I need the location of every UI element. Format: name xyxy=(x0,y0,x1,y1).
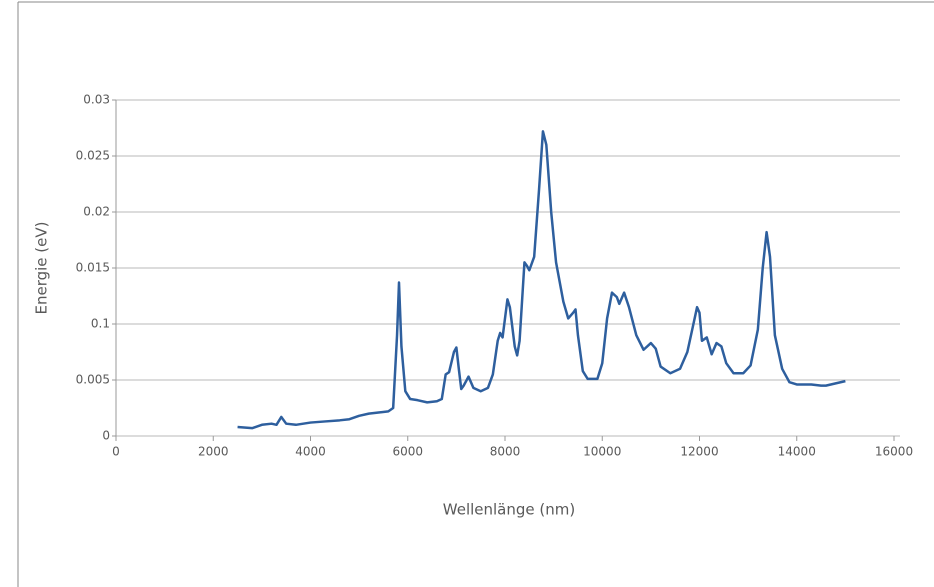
data-line xyxy=(237,130,846,430)
y-tick-label: 0.015 xyxy=(76,261,110,275)
x-tick-label: 6000 xyxy=(392,445,423,459)
y-tick-label: 0 xyxy=(102,429,110,443)
y-tick-label: 0.025 xyxy=(76,149,110,163)
x-tick-label: 0 xyxy=(112,445,120,459)
x-axis-label: Wellenlänge (nm) xyxy=(443,501,575,519)
x-tick-label: 2000 xyxy=(198,445,229,459)
y-tick-label: 0.03 xyxy=(83,93,110,107)
x-tick-label: 4000 xyxy=(295,445,326,459)
x-tick-label: 16000 xyxy=(875,445,913,459)
y-axis-label: Energie (eV) xyxy=(33,222,51,315)
x-tick-label: 14000 xyxy=(778,445,816,459)
y-tick-label: 0.005 xyxy=(76,373,110,387)
x-tick-label: 12000 xyxy=(680,445,718,459)
y-tick-label: 0.1 xyxy=(91,317,110,331)
x-tick-label: 8000 xyxy=(490,445,521,459)
x-tick-label: 10000 xyxy=(583,445,621,459)
y-tick-label: 0.02 xyxy=(83,205,110,219)
